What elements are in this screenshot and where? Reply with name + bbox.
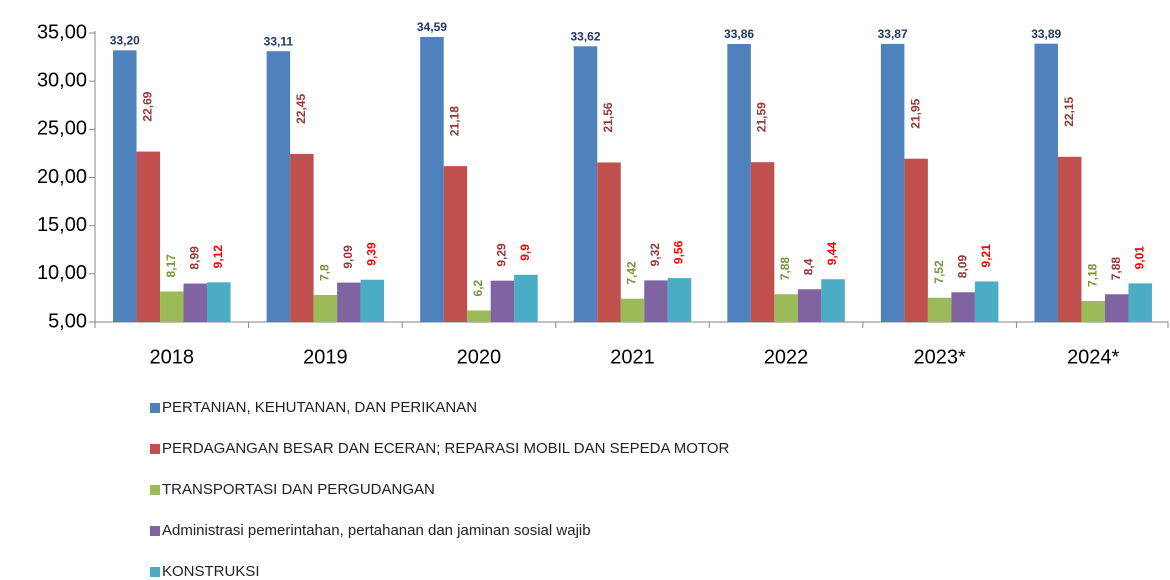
bar — [974, 281, 999, 322]
value-label: 33,20 — [110, 34, 140, 48]
bar — [1128, 283, 1152, 322]
bar — [360, 279, 385, 322]
y-tick-label: 10,00 — [37, 262, 87, 284]
bar — [821, 279, 845, 322]
value-label: 9,32 — [648, 243, 662, 267]
y-tick-label: 20,00 — [37, 166, 87, 188]
bar — [620, 298, 645, 322]
bar — [1104, 294, 1129, 322]
bar — [727, 43, 751, 323]
value-label: 9,56 — [672, 240, 686, 264]
value-label: 33,86 — [724, 27, 754, 41]
bar — [313, 295, 338, 322]
value-label: 8,99 — [187, 246, 201, 270]
value-label: 8,4 — [802, 258, 816, 275]
value-label: 7,18 — [1085, 263, 1099, 287]
value-label: 9,39 — [365, 242, 379, 266]
value-label: 9,21 — [979, 244, 993, 268]
legend-swatch — [150, 567, 160, 577]
value-label: 22,69 — [140, 91, 154, 121]
bar — [183, 283, 208, 322]
value-label: 9,9 — [518, 244, 532, 261]
bar — [207, 282, 231, 322]
bar — [951, 292, 975, 322]
legend-label: TRANSPORTASI DAN PERGUDANGAN — [162, 481, 435, 498]
value-label: 9,29 — [495, 243, 509, 267]
y-tick-label: 5,00 — [48, 310, 87, 332]
value-label: 7,88 — [778, 257, 792, 281]
bar — [266, 51, 291, 322]
y-tick-label: 15,00 — [37, 214, 87, 236]
legend-swatch — [150, 526, 160, 536]
legend-swatch — [150, 485, 160, 495]
legend-swatch — [150, 403, 160, 413]
bar — [1081, 300, 1105, 322]
x-tick-label: 2021 — [610, 346, 655, 368]
bar — [337, 282, 361, 322]
value-label: 7,42 — [625, 261, 639, 285]
value-label: 8,09 — [955, 255, 969, 279]
bar — [160, 291, 184, 322]
bar — [490, 280, 515, 322]
y-tick-label: 30,00 — [37, 69, 87, 91]
bar — [467, 310, 491, 322]
value-label: 9,44 — [825, 242, 839, 266]
bar — [1034, 43, 1058, 323]
bar — [644, 280, 668, 322]
legend-label: PERDAGANGAN BESAR DAN ECERAN; REPARASI M… — [162, 440, 730, 457]
x-tick-label: 2019 — [303, 346, 348, 368]
bar — [667, 278, 692, 322]
value-label: 7,8 — [318, 264, 332, 281]
value-label: 6,2 — [471, 279, 485, 296]
bar — [904, 158, 928, 322]
value-label: 7,52 — [932, 260, 946, 284]
value-label: 22,45 — [294, 94, 308, 124]
bar — [290, 153, 314, 322]
x-tick-label: 2024* — [1067, 346, 1119, 368]
value-label: 7,88 — [1109, 257, 1123, 281]
bar — [1057, 156, 1082, 322]
bar — [136, 151, 161, 322]
value-label: 34,59 — [417, 20, 447, 34]
value-label: 22,15 — [1062, 96, 1076, 126]
bar — [514, 274, 538, 322]
x-tick-label: 2022 — [764, 346, 809, 368]
x-tick-label: 2023* — [914, 346, 966, 368]
bar — [750, 162, 775, 322]
value-label: 8,17 — [164, 254, 178, 278]
bar — [420, 36, 444, 322]
x-tick-label: 2020 — [457, 346, 502, 368]
value-label: 21,56 — [601, 102, 615, 132]
bar — [113, 50, 137, 323]
value-label: 33,62 — [570, 29, 600, 43]
legend-label: PERTANIAN, KEHUTANAN, DAN PERIKANAN — [162, 399, 477, 416]
value-label: 9,12 — [211, 245, 225, 269]
value-label: 21,95 — [908, 98, 922, 128]
bar — [597, 162, 621, 322]
value-label: 21,59 — [755, 102, 769, 132]
value-label: 9,09 — [341, 245, 355, 269]
value-label: 33,87 — [878, 27, 908, 41]
y-tick-label: 25,00 — [37, 118, 87, 140]
bar — [927, 297, 952, 322]
value-label: 21,18 — [448, 106, 462, 136]
value-label: 33,11 — [264, 34, 294, 48]
bar — [443, 166, 468, 322]
bar — [573, 46, 598, 322]
value-label: 9,01 — [1132, 246, 1146, 270]
y-tick-label: 35,00 — [37, 21, 87, 43]
value-label: 33,89 — [1031, 27, 1061, 41]
legend-label: Administrasi pemerintahan, pertahanan da… — [162, 522, 591, 539]
legend-swatch — [150, 444, 160, 454]
x-tick-label: 2018 — [150, 346, 195, 368]
legend-label: KONSTRUKSI — [162, 563, 260, 580]
bar — [880, 43, 905, 322]
bar — [797, 289, 822, 322]
bar — [774, 294, 798, 322]
